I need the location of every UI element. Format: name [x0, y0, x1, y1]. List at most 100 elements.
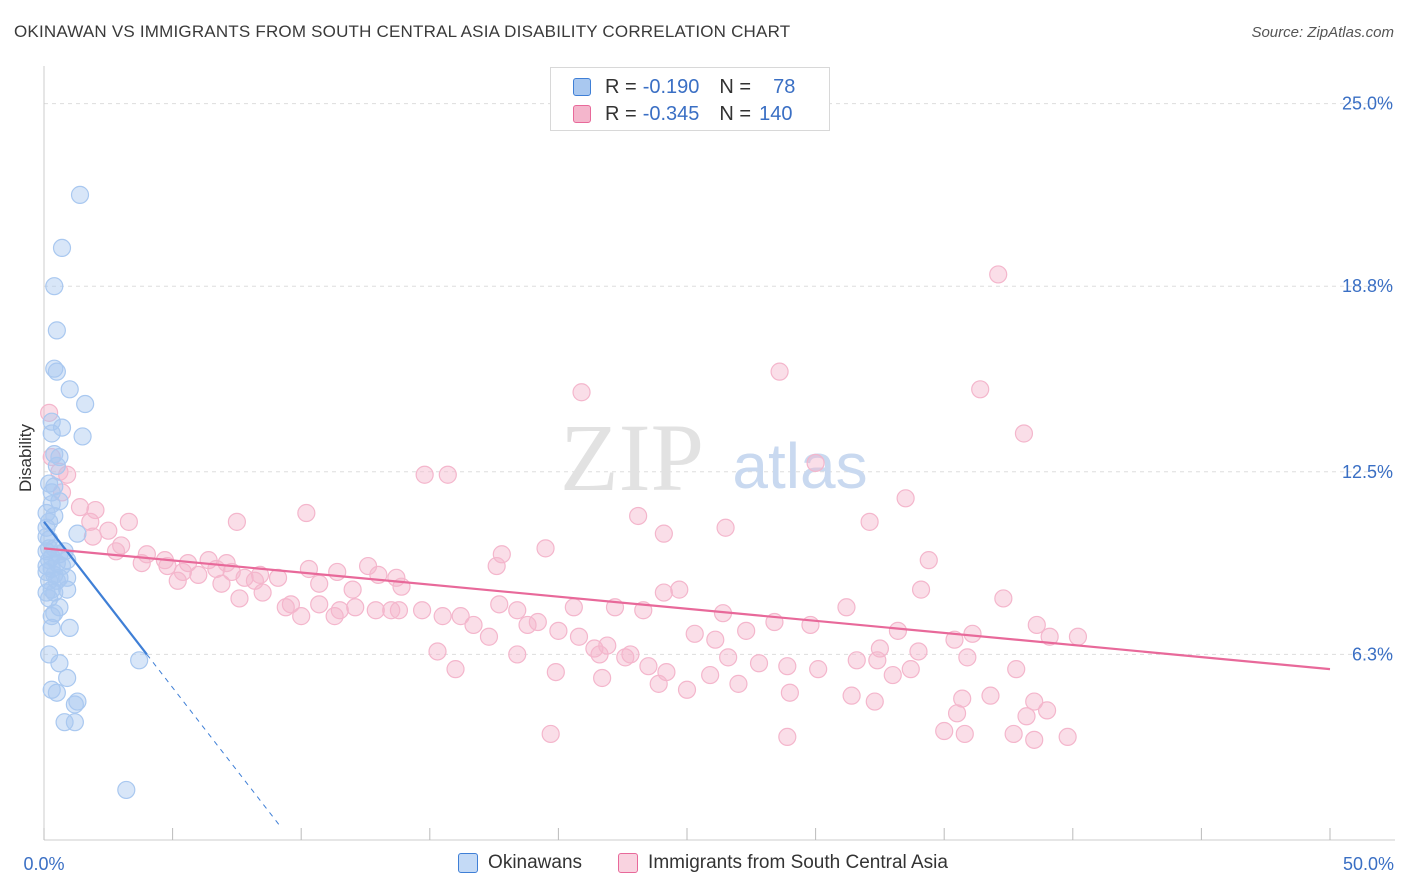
okinawan-point	[70, 185, 90, 204]
immigrant-point	[297, 503, 316, 523]
okinawan-point	[130, 651, 149, 670]
immigrant-point	[883, 665, 902, 685]
immigrant-point	[953, 689, 972, 708]
immigrant-point	[945, 630, 964, 649]
immigrant-point	[1025, 692, 1044, 711]
immigrant-point	[909, 642, 928, 661]
y-tick-label: 12.5%	[1342, 462, 1393, 482]
okinawan-point	[55, 713, 74, 732]
immigrant-point	[585, 639, 604, 658]
immigrant-point	[737, 621, 756, 640]
legend-label: Immigrants from South Central Asia	[648, 852, 948, 873]
legend-item-okinawans[interactable]: Okinawans	[458, 852, 582, 874]
immigrant-point	[490, 595, 509, 614]
immigrant-point	[415, 465, 434, 484]
immigrant-point	[616, 648, 635, 667]
okinawan-point	[40, 589, 59, 608]
okinawan-point	[76, 394, 95, 414]
y-tick-label: 25.0%	[1342, 94, 1393, 114]
immigrant-point	[716, 518, 735, 537]
immigrant-point	[412, 601, 432, 620]
blue-swatch	[573, 78, 591, 96]
immigrant-point	[168, 571, 187, 590]
immigrant-point	[860, 512, 879, 531]
stats-legend: R = -0.190 N = 78 R = -0.345 N = 140	[550, 67, 830, 131]
source-label: Source: ZipAtlas.com	[1251, 24, 1394, 41]
immigrant-point	[629, 506, 648, 526]
watermark-atlas: atlas	[732, 430, 867, 502]
immigrant-point	[189, 565, 208, 584]
immigrant-point	[428, 642, 447, 661]
trend-lines	[43, 521, 1331, 828]
r-value: -0.190	[642, 75, 700, 98]
immigrant-point	[564, 598, 583, 617]
immigrant-point	[42, 447, 61, 467]
immigrant-point	[366, 601, 385, 620]
okinawan-point	[68, 692, 87, 711]
immigrant-point	[654, 583, 673, 602]
immigrant-point	[896, 489, 915, 508]
legend-label: Okinawans	[488, 852, 583, 873]
r-label: R =	[605, 75, 637, 98]
immigrant-point	[292, 607, 311, 626]
immigrant-point	[508, 645, 527, 664]
immigrant-point	[536, 539, 555, 558]
immigrant-point	[935, 721, 954, 741]
okinawan-point	[60, 380, 79, 399]
chart-title: OKINAWAN VS IMMIGRANTS FROM SOUTH CENTRA…	[14, 22, 791, 41]
immigrant-point	[780, 683, 799, 702]
immigrant-point	[1025, 730, 1044, 749]
legend-item-immigrants[interactable]: Immigrants from South Central Asia	[618, 852, 948, 874]
okinawan-point	[47, 683, 66, 702]
okinawan-point	[42, 495, 61, 514]
pink-points	[40, 265, 1088, 749]
okinawan-point	[47, 456, 66, 475]
okinawan-trend-line	[43, 521, 148, 656]
watermark-zip: ZIP	[560, 404, 704, 511]
immigrant-point	[346, 598, 365, 617]
immigrant-point	[593, 668, 612, 688]
okinawan-point	[117, 780, 136, 800]
immigrant-point	[106, 542, 126, 561]
n-label: N =	[719, 102, 752, 125]
okinawan-point	[73, 427, 92, 446]
immigrant-point	[778, 657, 797, 676]
okinawan-point	[45, 445, 64, 464]
immigrant-point	[70, 498, 90, 517]
immigrant-point	[569, 627, 589, 646]
okinawan-point	[52, 418, 72, 437]
immigrant-point	[639, 657, 658, 676]
immigrant-point	[310, 574, 329, 593]
okinawan-point	[37, 527, 56, 546]
immigrant-point	[809, 660, 828, 679]
blue-points	[37, 185, 149, 800]
immigrant-point	[963, 624, 982, 643]
immigrant-point	[433, 607, 452, 626]
immigrant-point	[250, 565, 270, 584]
okinawan-point	[58, 668, 77, 688]
okinawan-point	[65, 713, 84, 732]
immigrant-trend-line	[43, 547, 1331, 671]
immigrant-point	[989, 265, 1008, 284]
immigrant-point	[389, 601, 409, 620]
okinawan-point	[47, 321, 66, 340]
immigrant-point	[212, 574, 231, 593]
okinawan-point	[68, 524, 87, 543]
immigrant-point	[1040, 627, 1059, 646]
immigrant-point	[281, 595, 301, 614]
immigrant-point	[971, 380, 990, 399]
immigrant-point	[770, 362, 789, 381]
immigrant-point	[868, 651, 887, 670]
immigrant-point	[518, 615, 537, 635]
immigrant-point	[1058, 727, 1077, 746]
immigrant-point	[1068, 627, 1088, 646]
immigrant-point	[1037, 701, 1057, 720]
immigrant-point	[649, 674, 668, 693]
immigrant-point	[487, 556, 506, 576]
legend-row-immigrants: R = -0.345 N = 140	[573, 100, 792, 128]
legend-row-okinawans: R = -0.190 N = 78	[573, 73, 795, 101]
n-value: 140	[759, 102, 793, 125]
okinawan-point	[42, 680, 61, 699]
tick-labels: 6.3% 12.5% 18.8% 25.0% 0.0% 50.0%	[23, 94, 1394, 874]
okinawan-point	[42, 618, 61, 638]
